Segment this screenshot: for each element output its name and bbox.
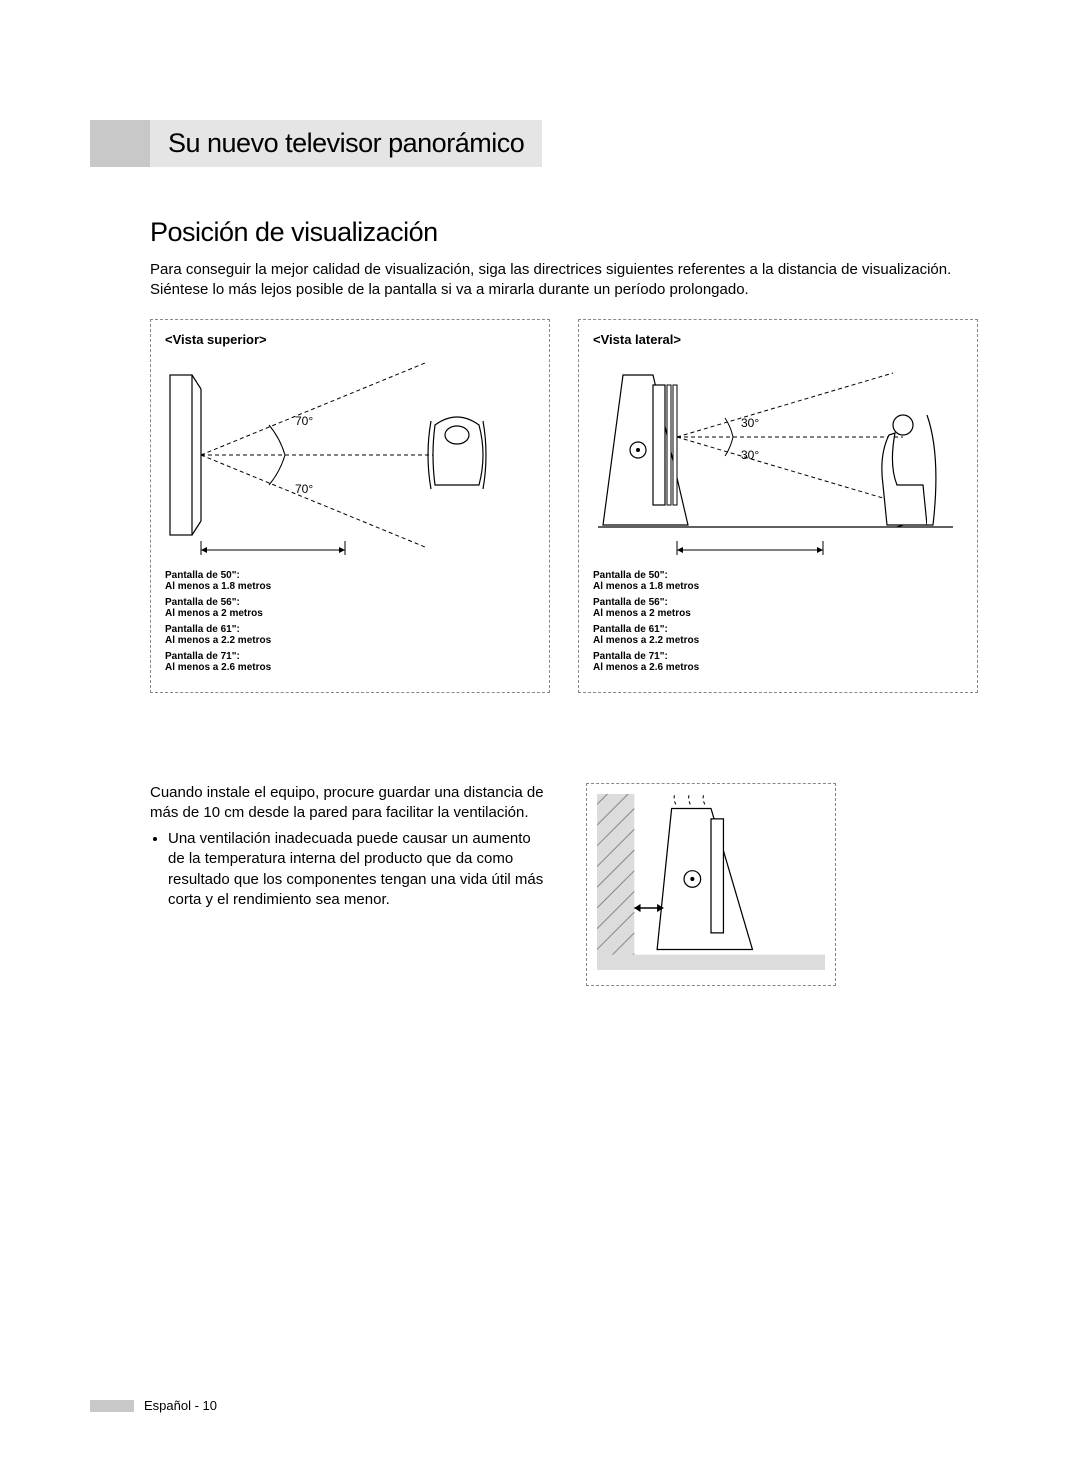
angle-upper-label: 70° (295, 414, 313, 428)
dist-item: Pantalla de 50":Al menos a 1.8 metros (165, 570, 535, 593)
dist-item: Pantalla de 50":Al menos a 1.8 metros (593, 570, 963, 593)
top-view-label: <Vista superior> (165, 332, 535, 347)
angle-lower-label: 70° (295, 482, 313, 496)
ventilation-svg (597, 794, 825, 970)
page-footer: Español - 10 (90, 1398, 217, 1413)
side-view-distances: Pantalla de 50":Al menos a 1.8 metros Pa… (593, 570, 963, 674)
intro-paragraph: Para conseguir la mejor calidad de visua… (150, 260, 990, 301)
angle-lower-label: 30° (741, 448, 759, 462)
dist-item: Pantalla de 56":Al menos a 2 metros (165, 597, 535, 620)
ventilation-text: Cuando instale el equipo, procure guarda… (150, 784, 544, 821)
top-view-diagram: <Vista superior> 70° (150, 319, 550, 693)
footer-grey-block (90, 1400, 134, 1412)
ventilation-text-block: Cuando instale el equipo, procure guarda… (150, 783, 550, 911)
dist-item: Pantalla de 56":Al menos a 2 metros (593, 597, 963, 620)
title-grey-block (90, 120, 150, 167)
side-view-diagram: <Vista lateral> (578, 319, 978, 693)
top-view-svg: 70° 70° (165, 355, 535, 555)
dist-item: Pantalla de 61":Al menos a 2.2 metros (593, 624, 963, 647)
title-bar: Su nuevo televisor panorámico (90, 120, 990, 167)
top-view-distances: Pantalla de 50":Al menos a 1.8 metros Pa… (165, 570, 535, 674)
angle-upper-label: 30° (741, 416, 759, 430)
dist-item: Pantalla de 71":Al menos a 2.6 metros (165, 651, 535, 674)
page-title: Su nuevo televisor panorámico (150, 120, 542, 167)
ventilation-bullet: Una ventilación inadecuada puede causar … (168, 829, 550, 910)
dist-item: Pantalla de 71":Al menos a 2.6 metros (593, 651, 963, 674)
dist-item: Pantalla de 61":Al menos a 2.2 metros (165, 624, 535, 647)
side-view-svg: 30° 30° (593, 355, 963, 555)
ventilation-diagram (586, 783, 836, 986)
side-view-label: <Vista lateral> (593, 332, 963, 347)
footer-text: Español - 10 (144, 1398, 217, 1413)
section-title: Posición de visualización (150, 217, 990, 248)
